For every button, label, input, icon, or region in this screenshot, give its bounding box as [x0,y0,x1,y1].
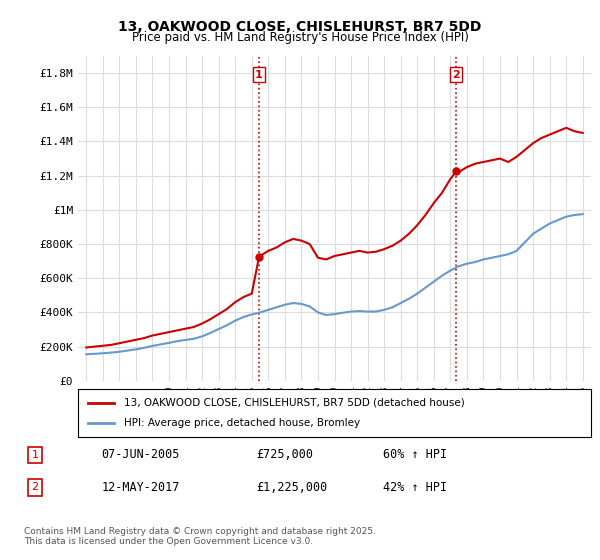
Text: 13, OAKWOOD CLOSE, CHISLEHURST, BR7 5DD (detached house): 13, OAKWOOD CLOSE, CHISLEHURST, BR7 5DD … [124,398,465,408]
Text: 1: 1 [255,69,263,80]
Text: Contains HM Land Registry data © Crown copyright and database right 2025.
This d: Contains HM Land Registry data © Crown c… [24,526,376,546]
Text: £1,225,000: £1,225,000 [256,480,327,494]
Text: 42% ↑ HPI: 42% ↑ HPI [383,480,447,494]
Text: Price paid vs. HM Land Registry's House Price Index (HPI): Price paid vs. HM Land Registry's House … [131,31,469,44]
Text: 13, OAKWOOD CLOSE, CHISLEHURST, BR7 5DD: 13, OAKWOOD CLOSE, CHISLEHURST, BR7 5DD [118,20,482,34]
Text: 12-MAY-2017: 12-MAY-2017 [101,480,179,494]
Text: HPI: Average price, detached house, Bromley: HPI: Average price, detached house, Brom… [124,418,360,428]
Text: 2: 2 [31,482,38,492]
Text: 60% ↑ HPI: 60% ↑ HPI [383,449,447,461]
Text: £725,000: £725,000 [256,449,313,461]
Text: 2: 2 [452,69,460,80]
Text: 07-JUN-2005: 07-JUN-2005 [101,449,179,461]
Text: 1: 1 [32,450,38,460]
